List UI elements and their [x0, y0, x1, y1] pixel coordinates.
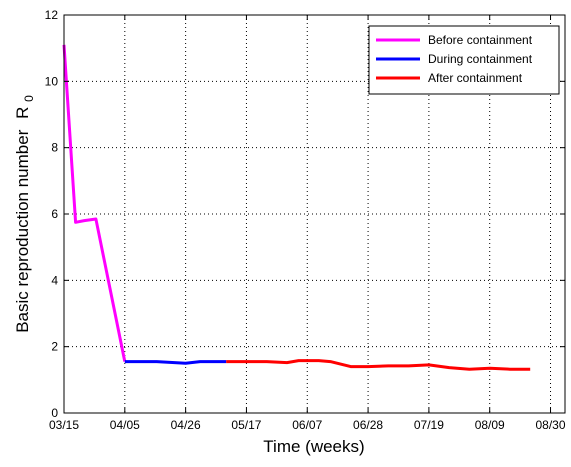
y-tick-label: 0: [51, 406, 58, 420]
legend-items: Before containment During containment Afte…: [376, 33, 533, 85]
x-axis-title: Time (weeks): [263, 437, 364, 456]
series-line-3: [226, 359, 531, 371]
y-tick-label: 6: [51, 207, 58, 221]
y-tick-label: 12: [45, 8, 59, 22]
x-tick-label: 06/28: [353, 418, 383, 432]
x-tick-label: 06/07: [292, 418, 322, 432]
y-axis-title-text: Basic reproduction number: [13, 129, 32, 333]
legend-label-2: During containment: [428, 52, 533, 66]
series-line-1: [62, 44, 127, 362]
x-tick-label: 08/30: [536, 418, 566, 432]
y-tick-label: 8: [51, 141, 58, 155]
legend-label-3: After containment: [428, 71, 523, 85]
y-tick-label: 10: [45, 74, 59, 88]
legend-label-1: Before containment: [428, 33, 533, 47]
y-axis-title: Basic reproduction number R 0: [13, 95, 36, 333]
y-axis-title-subscript: 0: [22, 95, 36, 102]
x-tick-label: 03/15: [49, 418, 79, 432]
legend: Before containment During containment Afte…: [368, 25, 560, 95]
series-lines: [62, 44, 531, 371]
x-tick-label: 04/26: [171, 418, 201, 432]
ticks: 03/15 04/05 04/26 05/17 06/07 06/28 07/19 08/09…: [45, 8, 566, 432]
y-tick-label: 4: [51, 273, 58, 287]
x-tick-label: 05/17: [231, 418, 261, 432]
x-tick-label: 04/05: [110, 418, 140, 432]
x-tick-label: 07/19: [414, 418, 444, 432]
y-tick-label: 2: [51, 340, 58, 354]
y-axis-title-symbol: R: [13, 107, 32, 119]
x-tick-label: 08/09: [475, 418, 505, 432]
series-line-2: [124, 360, 227, 365]
